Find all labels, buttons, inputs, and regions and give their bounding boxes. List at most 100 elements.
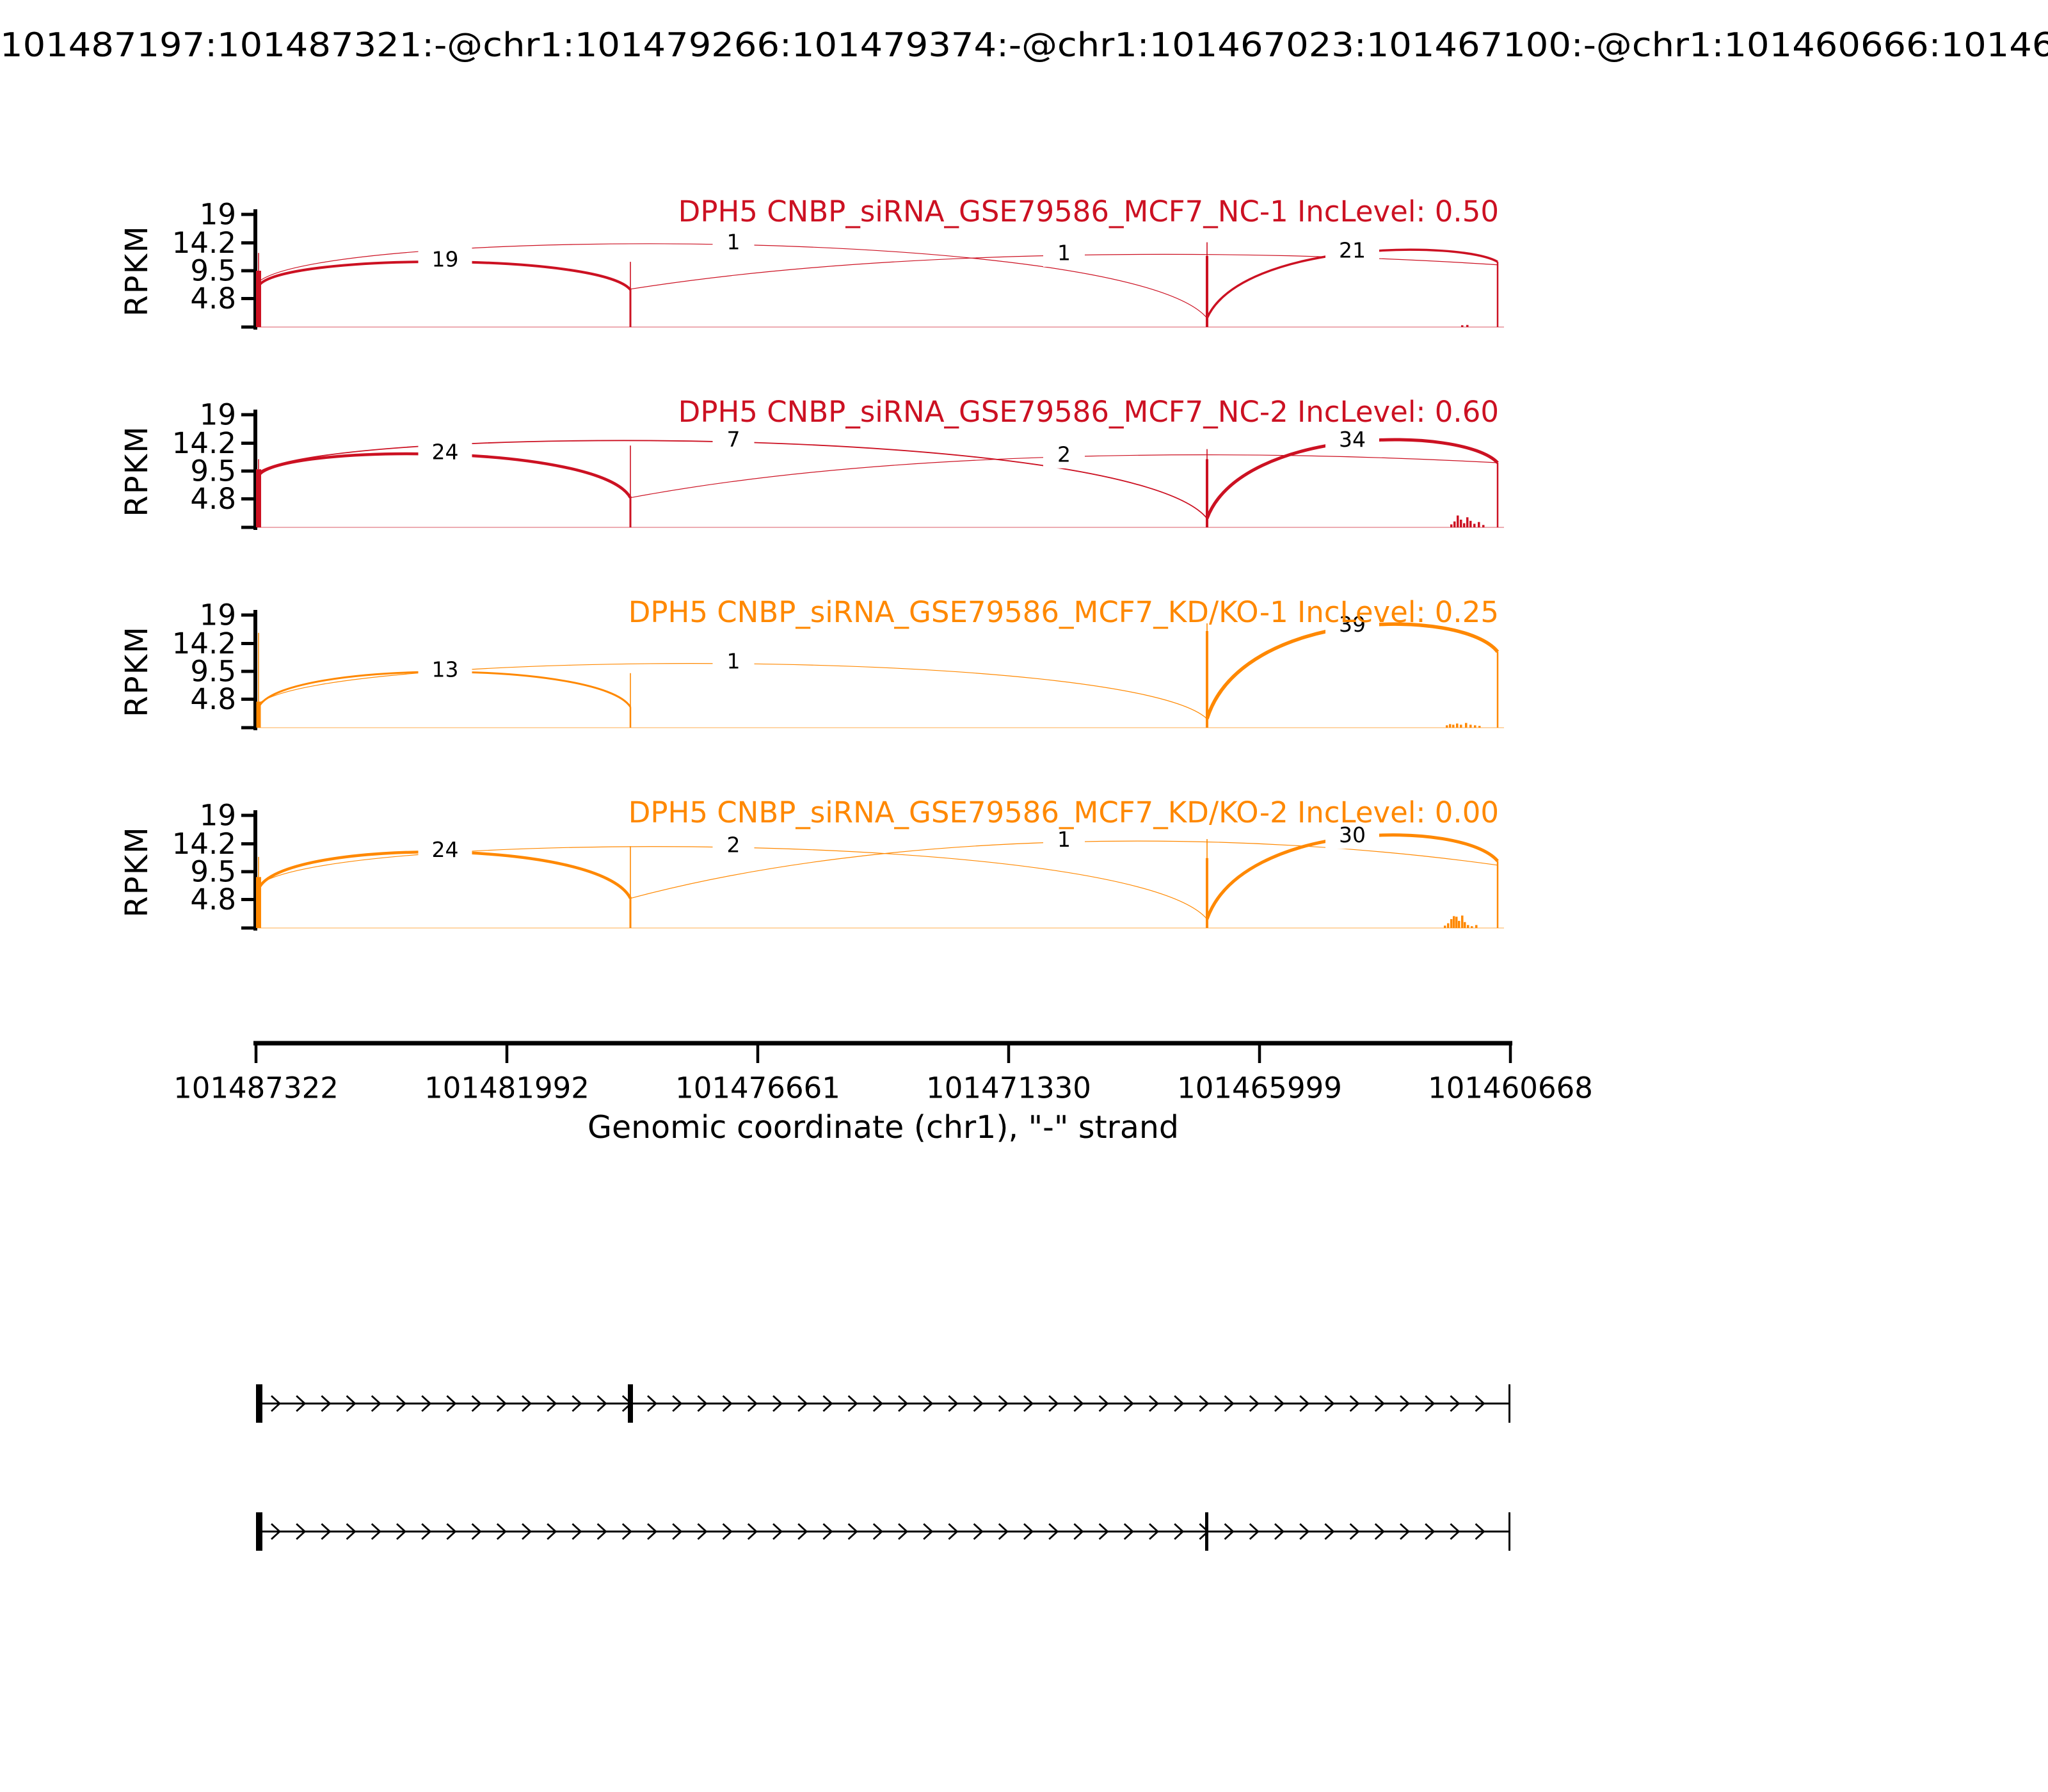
coverage-spike bbox=[1206, 858, 1208, 928]
exon-mark bbox=[1508, 1384, 1510, 1423]
noise-coverage bbox=[1475, 925, 1478, 928]
y-axis-title: RPKM bbox=[119, 425, 155, 516]
strand-direction-chevron bbox=[346, 1523, 356, 1540]
y-tick-label: 14.2 bbox=[172, 627, 236, 660]
strand-direction-chevron bbox=[747, 1523, 758, 1540]
strand-direction-chevron bbox=[446, 1523, 457, 1540]
strand-direction-chevron bbox=[1174, 1523, 1185, 1540]
y-axis-title: RPKM bbox=[119, 625, 155, 717]
noise-coverage bbox=[1465, 723, 1468, 728]
strand-direction-chevron bbox=[1023, 1395, 1034, 1412]
y-tick-label: 9.5 bbox=[190, 855, 236, 889]
strand-direction-chevron bbox=[596, 1523, 607, 1540]
strand-direction-chevron bbox=[1224, 1523, 1235, 1540]
skipping-isoform bbox=[256, 1512, 1510, 1551]
noise-coverage bbox=[1444, 925, 1446, 928]
y-tick-label: 19 bbox=[200, 799, 236, 833]
y-tick-label: 4.8 bbox=[190, 482, 236, 516]
track-title: DPH5 CNBP_siRNA_GSE79586_MCF7_KD/KO-1 In… bbox=[628, 595, 1499, 629]
noise-coverage bbox=[1461, 325, 1464, 327]
junction-count-label: 21 bbox=[1339, 238, 1366, 263]
strand-direction-chevron bbox=[1425, 1395, 1436, 1412]
strand-direction-chevron bbox=[1199, 1395, 1210, 1412]
strand-direction-chevron bbox=[1123, 1523, 1134, 1540]
strand-direction-chevron bbox=[496, 1395, 507, 1412]
exon-mark bbox=[1205, 1512, 1208, 1551]
noise-coverage bbox=[1466, 517, 1469, 527]
strand-direction-chevron bbox=[1400, 1395, 1411, 1412]
noise-coverage bbox=[1473, 524, 1476, 527]
junction-count-label: 24 bbox=[432, 440, 459, 465]
noise-coverage bbox=[1464, 922, 1466, 928]
exon-mark bbox=[256, 1384, 262, 1423]
strand-direction-chevron bbox=[697, 1395, 708, 1412]
x-tick-label: 101481992 bbox=[424, 1071, 589, 1105]
noise-coverage bbox=[1446, 725, 1448, 728]
noise-coverage bbox=[1478, 522, 1480, 527]
figure-title: 101487197:101487321:-@chr1:101479266:101… bbox=[0, 26, 2048, 65]
junction-count-label: 34 bbox=[1339, 427, 1366, 452]
strand-direction-chevron bbox=[1023, 1523, 1034, 1540]
junction-count-label: 1 bbox=[727, 230, 740, 255]
coverage-spike bbox=[256, 701, 261, 728]
strand-direction-chevron bbox=[446, 1395, 457, 1412]
strand-direction-chevron bbox=[596, 1395, 607, 1412]
noise-coverage bbox=[1460, 724, 1462, 728]
noise-coverage bbox=[1453, 521, 1456, 527]
noise-coverage bbox=[1466, 324, 1469, 327]
exon-mark bbox=[256, 1512, 262, 1551]
strand-direction-chevron bbox=[1349, 1523, 1360, 1540]
y-tick-label: 14.2 bbox=[172, 426, 236, 460]
noise-coverage bbox=[1452, 724, 1455, 728]
strand-direction-chevron bbox=[1475, 1523, 1485, 1540]
genomic-axis: Genomic coordinate (chr1), "-" strand 10… bbox=[173, 1041, 1593, 1146]
junction-label-box bbox=[418, 655, 472, 684]
coverage-spike bbox=[1206, 255, 1208, 327]
junction-label-box bbox=[712, 228, 755, 257]
strand-direction-chevron bbox=[1274, 1523, 1285, 1540]
strand-direction-chevron bbox=[1149, 1523, 1160, 1540]
strand-direction-chevron bbox=[621, 1523, 632, 1540]
strand-direction-chevron bbox=[772, 1523, 783, 1540]
strand-direction-chevron bbox=[1098, 1523, 1109, 1540]
strand-direction-chevron bbox=[998, 1395, 1009, 1412]
noise-coverage bbox=[1457, 515, 1459, 527]
exon-mark bbox=[628, 1384, 633, 1423]
coverage-spike bbox=[629, 288, 632, 327]
noise-coverage bbox=[1469, 520, 1472, 527]
strand-direction-chevron bbox=[1475, 1395, 1485, 1412]
strand-direction-chevron bbox=[547, 1395, 557, 1412]
strand-direction-chevron bbox=[346, 1395, 356, 1412]
strand-direction-chevron bbox=[1224, 1395, 1235, 1412]
strand-direction-chevron bbox=[672, 1523, 683, 1540]
strand-direction-chevron bbox=[1098, 1395, 1109, 1412]
exon-mark bbox=[1508, 1512, 1510, 1551]
coverage-spike bbox=[256, 877, 261, 928]
junction-label-box bbox=[1043, 238, 1085, 267]
strand-direction-chevron bbox=[722, 1395, 733, 1412]
strand-direction-chevron bbox=[872, 1395, 883, 1412]
strand-direction-chevron bbox=[321, 1523, 332, 1540]
strand-direction-chevron bbox=[898, 1395, 909, 1412]
strand-direction-chevron bbox=[522, 1523, 532, 1540]
junction-label-box bbox=[712, 425, 755, 454]
strand-direction-chevron bbox=[1174, 1395, 1185, 1412]
strand-direction-chevron bbox=[647, 1395, 658, 1412]
strand-direction-chevron bbox=[296, 1523, 307, 1540]
noise-coverage bbox=[1453, 916, 1455, 928]
strand-direction-chevron bbox=[1274, 1395, 1285, 1412]
y-tick-label: 19 bbox=[200, 398, 236, 432]
strand-direction-chevron bbox=[1425, 1523, 1436, 1540]
y-tick-label: 4.8 bbox=[190, 883, 236, 916]
coverage-spike bbox=[1206, 631, 1208, 728]
noise-coverage bbox=[1469, 724, 1472, 728]
transcript-models bbox=[256, 1384, 1510, 1551]
strand-direction-chevron bbox=[421, 1523, 432, 1540]
noise-coverage bbox=[1450, 919, 1453, 928]
junction-count-label: 1 bbox=[1057, 827, 1071, 852]
noise-coverage bbox=[1482, 525, 1485, 527]
